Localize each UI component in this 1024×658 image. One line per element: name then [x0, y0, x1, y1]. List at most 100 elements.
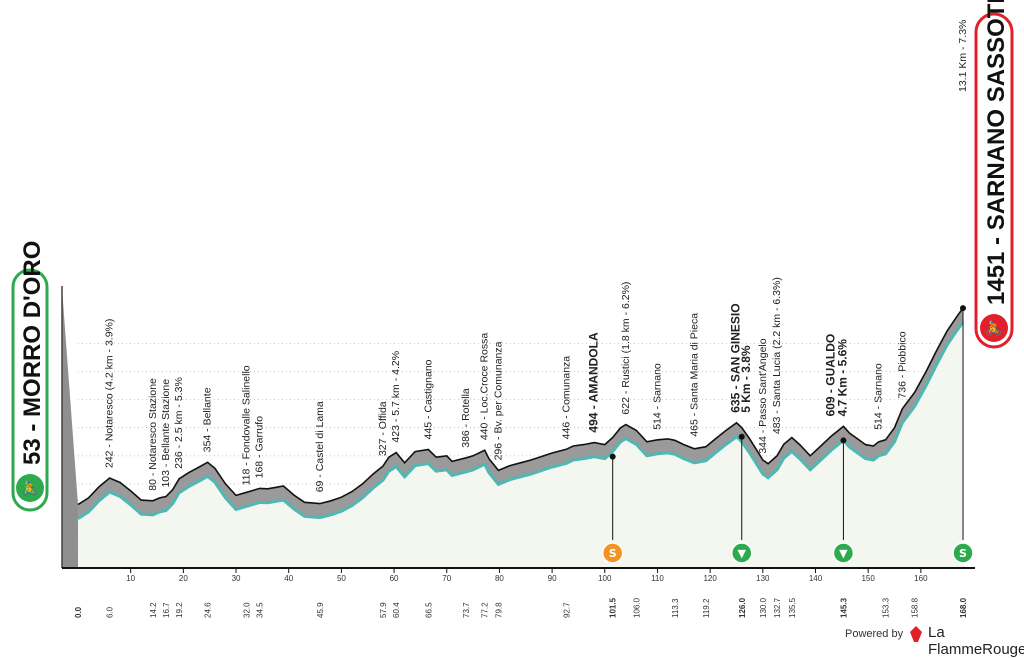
km-point-label: 79.8 [494, 602, 503, 618]
waypoint-label: 622 - Rustici (1.8 km - 6.2%) [620, 282, 632, 415]
km-major-tick-label: 60 [390, 574, 399, 583]
waypoint-label: 465 - Santa Maria di Pieca [688, 313, 700, 437]
km-point-label: 130.0 [759, 597, 768, 618]
sprint-marker-symbol: S [609, 547, 617, 560]
marker-pin-dot [840, 437, 847, 444]
finish-altitude: 1451 [983, 252, 1010, 305]
km-point-label: 24.6 [204, 602, 213, 618]
profile-teal-line [77, 321, 965, 520]
waypoint-label: 609 - GUALDO [823, 334, 837, 417]
km-point-label: 77.2 [481, 602, 490, 618]
km-point-label: 101.5 [609, 597, 618, 618]
km-major-tick-label: 160 [914, 574, 928, 583]
powered-by-text: Powered by [845, 628, 904, 640]
km-point-label: 135.5 [788, 597, 797, 618]
km-major-tick-label: 40 [284, 574, 293, 583]
kom-marker-symbol: ▼ [738, 547, 747, 560]
finish-marker-icon [952, 542, 974, 564]
finish-name: SARNANO SASSOTETTO [983, 0, 1010, 230]
km-point-label: 153.3 [882, 597, 891, 618]
waypoint-label: 236 - 2.5 km - 5.3% [173, 377, 185, 469]
kom-marker-symbol: ▼ [839, 547, 848, 560]
km-major-tick-label: 10 [126, 574, 135, 583]
km-major-tick-label: 150 [861, 574, 875, 583]
finish-panel-border [974, 12, 1014, 349]
finish-separator: - [983, 230, 1010, 251]
flamme-rouge-logo-icon [910, 626, 922, 642]
waypoint-label: 423 - 5.7 km - 4.2% [390, 351, 402, 443]
km-point-label: 0.0 [74, 606, 83, 618]
profile-base [61, 286, 78, 568]
waypoint-label: 327 - Offida [377, 401, 389, 456]
marker-pin-dot [609, 453, 616, 460]
km-major-tick-label: 70 [442, 574, 451, 583]
km-point-label: 34.5 [256, 602, 265, 618]
km-major-tick-label: 80 [495, 574, 504, 583]
waypoint-label: 80 - Notaresco Stazione [147, 378, 159, 491]
start-bike-glyph: 🚴 [21, 480, 38, 497]
km-point-label: 126.0 [738, 597, 747, 618]
waypoint-label: 514 - Sarnano [651, 363, 663, 430]
waypoint-label: 354 - Bellante [202, 387, 214, 452]
waypoint-label: 514 - Sarnano [873, 363, 885, 430]
finish-bike-glyph: 🚴 [985, 320, 1002, 337]
waypoint-label: 168 - Garrufo [254, 416, 266, 479]
start-altitude: 53 [19, 438, 46, 465]
km-major-tick-label: 50 [337, 574, 346, 583]
brand-name: La FlammeRouge [928, 624, 1024, 658]
km-point-label: 14.2 [149, 602, 158, 618]
start-panel: 🚴 53 - MORRO D'ORO [11, 241, 49, 512]
waypoint-label: 242 - Notaresco (4.2 km - 3.9%) [104, 319, 116, 468]
waypoint-label: 103 - Bellante Stazione [160, 379, 172, 488]
sprint-marker-icon [601, 542, 624, 564]
km-major-tick-label: 110 [651, 574, 664, 583]
waypoint-label: 736 - Piobbico [896, 331, 908, 398]
waypoint-label: 483 - Santa Lucia (2.2 km - 6.3%) [771, 277, 783, 434]
waypoint-label: 445 - Castignano [422, 359, 434, 439]
waypoint-label: 635 - SAN GINESIO [728, 303, 742, 412]
start-panel-border [11, 268, 49, 512]
finish-marker-symbol: S [959, 547, 967, 560]
km-point-label: 45.9 [316, 602, 325, 618]
cyclist-finish-icon [980, 314, 1008, 342]
km-major-tick-label: 20 [179, 574, 188, 583]
waypoint-label: 69 - Castel di Lama [314, 401, 326, 492]
km-point-label: 113.3 [671, 598, 680, 618]
km-point-label: 168.0 [959, 597, 968, 618]
km-point-label: 66.5 [424, 602, 433, 618]
km-point-label: 32.0 [243, 602, 252, 618]
finish-title: 1451 - SARNANO SASSOTETTO [983, 0, 1010, 305]
km-axis: 10 20 30 40 50 60 70 80 90 100 110 120 130 140 150 160 0… [62, 567, 975, 618]
km-major-tick-label: 130 [756, 574, 770, 583]
waypoint-label: 118 - Fondovalle Salinello [241, 365, 253, 485]
markers: S ▼ ▼ S [601, 305, 974, 564]
profile-outline [77, 307, 964, 506]
km-point-label: 106.0 [632, 597, 641, 618]
km-point-label: 158.8 [911, 597, 920, 618]
start-name: MORRO D'ORO [19, 241, 46, 417]
waypoint-label: 5 Km - 3.8% [739, 345, 753, 413]
km-point-label: 145.3 [839, 597, 848, 618]
waypoint-label: 4.7 Km - 5.6% [835, 339, 849, 417]
finish-climb-note: 13.1 Km - 7.3% [957, 20, 969, 92]
waypoint-label: 494 - AMANDOLA [586, 332, 600, 433]
start-title: 53 - MORRO D'ORO [19, 241, 46, 465]
km-point-label: 119.2 [702, 598, 711, 618]
km-major-tick-label: 120 [703, 574, 717, 583]
km-major-tick-label: 100 [598, 574, 612, 583]
km-major-tick-label: 90 [548, 574, 557, 583]
km-point-label: 6.0 [106, 606, 115, 618]
kom-marker-icon [832, 542, 855, 564]
km-major-tick-label: 140 [809, 574, 823, 583]
waypoint-label: 296 - Bv. per Comunanza [492, 341, 504, 460]
marker-pin-dot [738, 433, 745, 440]
waypoint-label: 386 - Rotella [460, 388, 472, 448]
start-wall [62, 288, 78, 568]
km-point-label: 19.2 [175, 602, 184, 618]
waypoint-labels: 242 - Notaresco (4.2 km - 3.9%) 80 - Nota… [104, 277, 909, 492]
km-major-tick-label: 30 [232, 574, 241, 583]
waypoint-label: 440 - Loc.Croce Rossa [479, 333, 491, 441]
finish-panel: 🚴 1451 - SARNANO SASSOTETTO 13.1 Km - 7.… [957, 0, 1014, 349]
km-point-label: 16.7 [162, 602, 171, 618]
